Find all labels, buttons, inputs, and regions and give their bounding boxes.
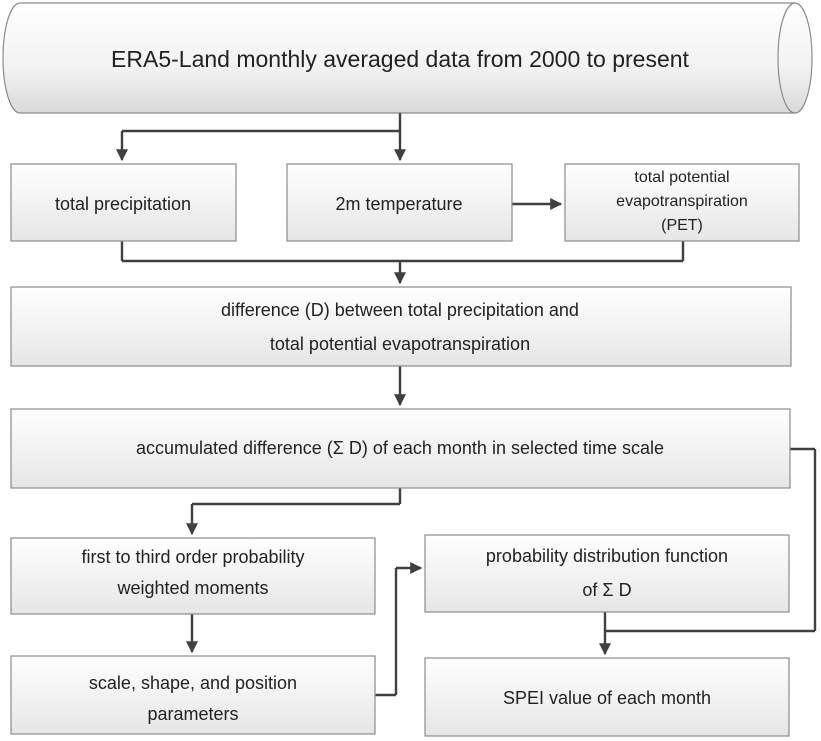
pdf-box: probability distribution function of Σ D: [424, 534, 790, 613]
accum-box: accumulated difference (Σ D) of each mon…: [10, 408, 791, 489]
pet-label-line3: (PET): [661, 217, 703, 234]
pet-box: total potential evapotranspiration (PET): [564, 163, 800, 242]
spei-label: SPEI value of each month: [503, 688, 711, 708]
pdf-label-line1: probability distribution function: [486, 546, 728, 566]
pwm-label-line1: first to third order probability: [81, 547, 304, 567]
diff-label-line1: difference (D) between total precipitati…: [221, 300, 579, 320]
params-label-line1: scale, shape, and position: [89, 673, 297, 693]
connectors: [116, 113, 817, 697]
temp-label: 2m temperature: [335, 194, 462, 214]
params-box: scale, shape, and position parameters: [10, 655, 376, 735]
pdf-label-line2: of Σ D: [582, 580, 631, 600]
diff-box: difference (D) between total precipitati…: [10, 286, 792, 367]
diff-label-line2: total potential evapotranspiration: [270, 334, 530, 354]
pwm-label-line2: weighted moments: [116, 578, 268, 598]
pwm-box: first to third order probability weighte…: [10, 537, 376, 615]
temp-box: 2m temperature: [286, 163, 513, 242]
pet-label-line1: total potential: [634, 169, 729, 186]
precip-box: total precipitation: [10, 163, 237, 242]
params-label-line2: parameters: [147, 704, 238, 724]
data-source-label: ERA5-Land monthly averaged data from 200…: [111, 46, 690, 72]
spei-box: SPEI value of each month: [424, 657, 790, 737]
data-source-cylinder: ERA5-Land monthly averaged data from 200…: [2, 2, 813, 114]
pet-label-line2: evapotranspiration: [616, 193, 748, 210]
precip-label: total precipitation: [55, 194, 191, 214]
accum-label: accumulated difference (Σ D) of each mon…: [136, 438, 664, 458]
